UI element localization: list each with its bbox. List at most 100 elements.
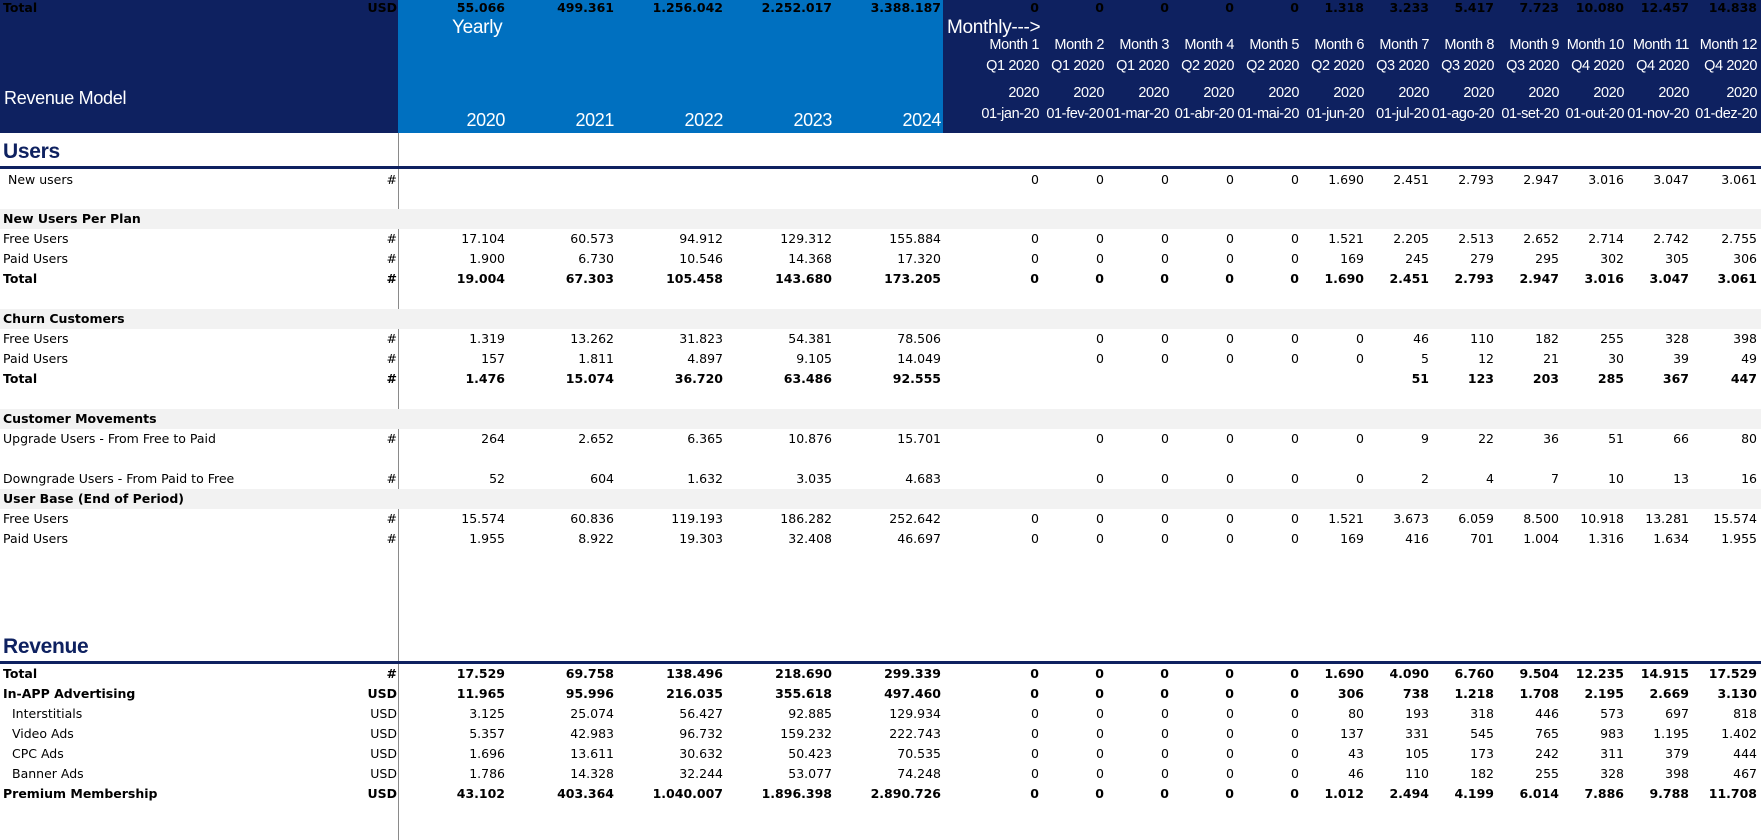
- monthly-cell[interactable]: 2.652: [1523, 231, 1559, 246]
- monthly-cell[interactable]: 182: [1535, 331, 1559, 346]
- monthly-cell[interactable]: 0: [1096, 471, 1104, 486]
- yearly-cell[interactable]: 355.618: [775, 686, 832, 701]
- yearly-cell[interactable]: 14.328: [570, 766, 614, 781]
- yearly-cell[interactable]: 92.885: [788, 706, 832, 721]
- monthly-cell[interactable]: 39: [1673, 351, 1689, 366]
- yearly-cell[interactable]: 2.890.726: [870, 786, 941, 801]
- monthly-cell[interactable]: 0: [1096, 231, 1104, 246]
- monthly-cell[interactable]: 0: [1226, 726, 1234, 741]
- monthly-cell[interactable]: 137: [1340, 726, 1364, 741]
- yearly-cell[interactable]: 19.004: [456, 271, 505, 286]
- monthly-cell[interactable]: 318: [1470, 706, 1494, 721]
- yearly-cell[interactable]: 15.701: [897, 431, 941, 446]
- monthly-cell[interactable]: 66: [1673, 431, 1689, 446]
- yearly-cell[interactable]: 4.897: [687, 351, 723, 366]
- yearly-cell[interactable]: 119.193: [671, 511, 723, 526]
- yearly-cell[interactable]: 1.900: [469, 251, 505, 266]
- yearly-cell[interactable]: 1.696: [469, 746, 505, 761]
- yearly-cell[interactable]: 30.632: [679, 746, 723, 761]
- yearly-cell[interactable]: 14.049: [897, 351, 941, 366]
- monthly-cell[interactable]: 0: [1160, 271, 1169, 286]
- monthly-cell[interactable]: 0: [1290, 0, 1299, 15]
- monthly-cell[interactable]: 0: [1161, 251, 1169, 266]
- monthly-cell[interactable]: 2.195: [1584, 686, 1624, 701]
- monthly-cell[interactable]: 0: [1225, 666, 1234, 681]
- monthly-cell[interactable]: 110: [1470, 331, 1494, 346]
- monthly-cell[interactable]: 0: [1225, 686, 1234, 701]
- yearly-cell[interactable]: 52: [489, 471, 505, 486]
- monthly-cell[interactable]: 295: [1535, 251, 1559, 266]
- monthly-cell[interactable]: 0: [1096, 251, 1104, 266]
- yearly-cell[interactable]: 55.066: [456, 0, 505, 15]
- monthly-cell[interactable]: 3.016: [1588, 172, 1624, 187]
- monthly-cell[interactable]: 1.316: [1588, 531, 1624, 546]
- monthly-cell[interactable]: 0: [1161, 172, 1169, 187]
- monthly-cell[interactable]: 0: [1161, 531, 1169, 546]
- monthly-cell[interactable]: 5: [1421, 351, 1429, 366]
- yearly-cell[interactable]: 155.884: [889, 231, 941, 246]
- monthly-cell[interactable]: 0: [1291, 766, 1299, 781]
- monthly-cell[interactable]: 447: [1730, 371, 1757, 386]
- monthly-cell[interactable]: 305: [1665, 251, 1689, 266]
- yearly-cell[interactable]: 252.642: [889, 511, 941, 526]
- monthly-cell[interactable]: 0: [1030, 271, 1039, 286]
- monthly-cell[interactable]: 0: [1291, 706, 1299, 721]
- yearly-cell[interactable]: 95.996: [565, 686, 614, 701]
- monthly-cell[interactable]: 0: [1161, 431, 1169, 446]
- yearly-cell[interactable]: 264: [481, 431, 505, 446]
- yearly-cell[interactable]: 138.496: [666, 666, 723, 681]
- monthly-cell[interactable]: 0: [1226, 331, 1234, 346]
- monthly-cell[interactable]: 6.760: [1454, 666, 1494, 681]
- monthly-cell[interactable]: 0: [1161, 706, 1169, 721]
- monthly-cell[interactable]: 818: [1733, 706, 1757, 721]
- yearly-cell[interactable]: 32.408: [788, 531, 832, 546]
- monthly-cell[interactable]: 0: [1291, 331, 1299, 346]
- monthly-cell[interactable]: 1.195: [1653, 726, 1689, 741]
- monthly-cell[interactable]: 0: [1160, 686, 1169, 701]
- monthly-cell[interactable]: 7.723: [1519, 0, 1559, 15]
- monthly-cell[interactable]: 3.061: [1721, 172, 1757, 187]
- yearly-cell[interactable]: 11.965: [456, 686, 505, 701]
- monthly-cell[interactable]: 46: [1413, 331, 1429, 346]
- monthly-cell[interactable]: 36: [1543, 431, 1559, 446]
- monthly-cell[interactable]: 255: [1600, 331, 1624, 346]
- monthly-cell[interactable]: 1.690: [1324, 271, 1364, 286]
- monthly-cell[interactable]: 13: [1673, 471, 1689, 486]
- monthly-cell[interactable]: 0: [1225, 271, 1234, 286]
- yearly-cell[interactable]: 3.035: [796, 471, 832, 486]
- yearly-cell[interactable]: 1.896.398: [761, 786, 832, 801]
- monthly-cell[interactable]: 1.012: [1324, 786, 1364, 801]
- monthly-cell[interactable]: 0: [1031, 531, 1039, 546]
- monthly-cell[interactable]: 80: [1348, 706, 1364, 721]
- monthly-cell[interactable]: 0: [1160, 666, 1169, 681]
- monthly-cell[interactable]: 2.714: [1588, 231, 1624, 246]
- yearly-cell[interactable]: 14.368: [788, 251, 832, 266]
- monthly-cell[interactable]: 3.130: [1717, 686, 1757, 701]
- yearly-cell[interactable]: 17.104: [461, 231, 505, 246]
- monthly-cell[interactable]: 3.061: [1717, 271, 1757, 286]
- monthly-cell[interactable]: 0: [1161, 471, 1169, 486]
- yearly-cell[interactable]: 74.248: [897, 766, 941, 781]
- monthly-cell[interactable]: 1.708: [1519, 686, 1559, 701]
- monthly-cell[interactable]: 3.047: [1653, 172, 1689, 187]
- yearly-cell[interactable]: 6.730: [578, 251, 614, 266]
- yearly-cell[interactable]: 3.125: [469, 706, 505, 721]
- monthly-cell[interactable]: 12.235: [1575, 666, 1624, 681]
- monthly-cell[interactable]: 701: [1470, 531, 1494, 546]
- monthly-cell[interactable]: 0: [1291, 471, 1299, 486]
- monthly-cell[interactable]: 545: [1470, 726, 1494, 741]
- yearly-cell[interactable]: 25.074: [570, 706, 614, 721]
- monthly-cell[interactable]: 4.090: [1389, 666, 1429, 681]
- yearly-cell[interactable]: 105.458: [666, 271, 723, 286]
- yearly-cell[interactable]: 216.035: [666, 686, 723, 701]
- monthly-cell[interactable]: 22: [1478, 431, 1494, 446]
- yearly-cell[interactable]: 5.357: [469, 726, 505, 741]
- monthly-cell[interactable]: 3.673: [1393, 511, 1429, 526]
- yearly-cell[interactable]: 1.476: [465, 371, 505, 386]
- yearly-cell[interactable]: 50.423: [788, 746, 832, 761]
- monthly-cell[interactable]: 0: [1031, 231, 1039, 246]
- monthly-cell[interactable]: 2.451: [1389, 271, 1429, 286]
- monthly-cell[interactable]: 46: [1348, 766, 1364, 781]
- monthly-cell[interactable]: 7: [1551, 471, 1559, 486]
- monthly-cell[interactable]: 0: [1226, 746, 1234, 761]
